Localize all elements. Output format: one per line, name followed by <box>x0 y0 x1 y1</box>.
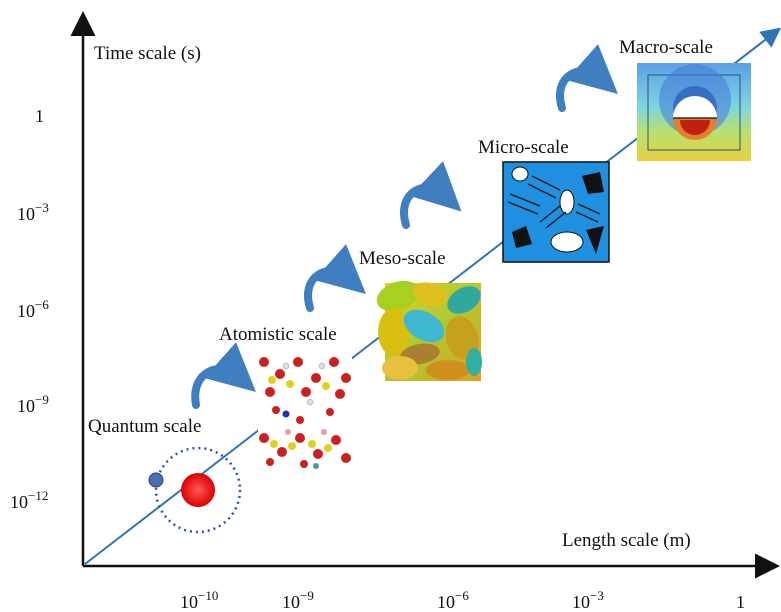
x-tick-label: 1 <box>736 592 745 612</box>
x-tick-label: 10−6 <box>437 588 469 612</box>
nucleus-icon <box>181 473 215 507</box>
x-axis-title: Length scale (m) <box>562 530 691 551</box>
y-tick-label: 10−6 <box>17 297 49 321</box>
atomistic-scale-label: Atomistic scale <box>219 324 337 345</box>
x-tick-label: 10−10 <box>180 588 218 612</box>
y-tick-label: 1 <box>35 106 44 126</box>
y-axis-title: Time scale (s) <box>94 43 201 64</box>
quantum-scale-label: Quantum scale <box>88 416 201 437</box>
micro-scale-label: Micro-scale <box>478 137 569 158</box>
molecular-structure-image <box>258 352 352 470</box>
microstructure-image <box>502 161 610 263</box>
curved-transition-arrow <box>556 44 618 112</box>
curved-transition-arrow <box>400 161 462 229</box>
curved-transition-arrow <box>304 244 366 312</box>
y-tick-label: 10−3 <box>17 200 49 224</box>
curved-transition-arrow <box>191 342 256 409</box>
quantum-scale-group: Quantum scale <box>88 416 242 534</box>
y-tick-label: 10−12 <box>10 488 48 512</box>
atomistic-scale-group: Atomistic scale <box>219 324 352 470</box>
x-tick-label: 10−9 <box>282 588 314 612</box>
meso-scale-group: Meso-scale <box>359 248 482 381</box>
macro-scale-label: Macro-scale <box>619 37 713 58</box>
y-tick-label: 10−9 <box>17 392 49 416</box>
x-tick-label: 10−3 <box>572 588 604 612</box>
macro-scale-group: Macro-scale <box>619 37 751 161</box>
finite-element-image <box>637 63 751 161</box>
electron-orbit <box>154 446 242 534</box>
electron-icon <box>148 472 164 488</box>
meso-scale-label: Meso-scale <box>359 248 446 269</box>
micro-scale-group: Micro-scale <box>478 137 610 263</box>
grain-structure-image <box>376 280 482 381</box>
